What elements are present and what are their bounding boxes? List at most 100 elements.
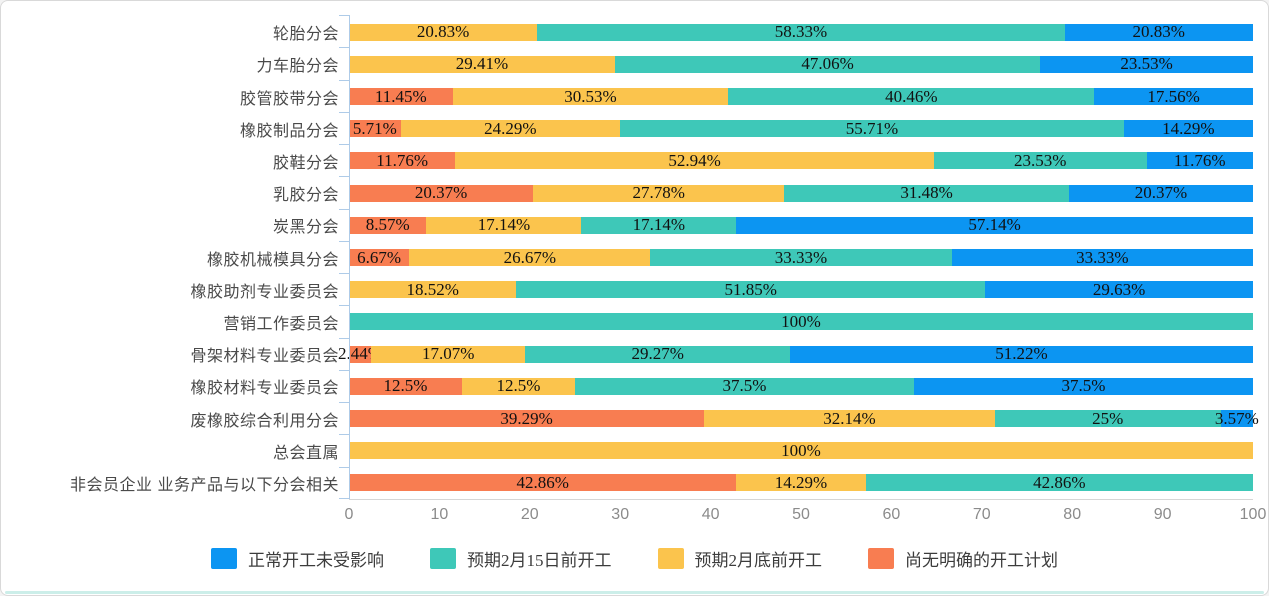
category-label: 骨架材料专业委员会 xyxy=(190,348,339,366)
bar-segment-label: 37.5% xyxy=(722,376,767,396)
bar-segment-label: 57.14% xyxy=(968,215,1021,235)
x-tick-label: 50 xyxy=(792,506,810,523)
bar-segment: 51.22% xyxy=(789,344,1253,364)
bar-track: 20.37% 27.78% 31.48% 20.37% xyxy=(349,183,1253,203)
bar-row: 胶鞋分会 11.76% 52.94% 23.53% 11.76% xyxy=(11,145,1253,177)
bar-segment: 6.67% xyxy=(349,248,410,267)
bar-segment: 24.29% xyxy=(400,119,621,138)
category-label: 炭黑分会 xyxy=(272,219,339,237)
x-tick-label: 80 xyxy=(1063,506,1082,523)
bar-segment-label: 33.33% xyxy=(774,247,828,267)
bar-row: 橡胶机械模具分会 6.67% 26.67% 33.33% 33.33% xyxy=(11,241,1253,273)
bar-track: 11.45% 30.53% 40.46% 17.56% xyxy=(349,86,1253,106)
bar-segment: 29.41% xyxy=(349,54,615,73)
category-label: 总会直属 xyxy=(272,444,339,462)
bar-segment-label: 14.29% xyxy=(1162,118,1215,138)
bar-segment-label: 3.57% xyxy=(1214,408,1259,428)
legend-item: 尚无明确的开工计划 xyxy=(868,546,1058,571)
bar-segment: 18.52% xyxy=(349,279,517,299)
bar-row: 橡胶制品分会 5.71% 24.29% 55.71% 14.29% xyxy=(11,113,1253,145)
category-label: 轮胎分会 xyxy=(272,26,339,44)
bar-segment-label: 27.78% xyxy=(632,183,685,203)
bar-segment: 39.29% xyxy=(349,408,705,428)
bar-segment-label: 14.29% xyxy=(774,472,828,492)
bar-segment-label: 17.07% xyxy=(421,344,475,364)
bar-segment-label: 23.53% xyxy=(1120,54,1173,74)
bar-track: 100% xyxy=(349,440,1253,460)
bar-row: 橡胶材料专业委员会 12.5% 12.5% 37.5% 37.5% xyxy=(11,370,1253,402)
bar-segment-label: 51.22% xyxy=(995,344,1048,364)
bar-segment: 100% xyxy=(349,440,1253,460)
bar-segment: 33.33% xyxy=(951,247,1253,267)
y-axis-tick xyxy=(339,240,349,242)
bar-segment-label: 51.85% xyxy=(724,279,777,299)
legend-item-label: 预期2月底前开工 xyxy=(694,550,823,570)
y-axis-tick xyxy=(339,47,349,49)
bar-segment-label: 25% xyxy=(1092,408,1124,428)
x-tick-label: 100 xyxy=(1239,506,1267,523)
bar-segment-label: 8.57% xyxy=(365,215,410,235)
bar-segment: 20.83% xyxy=(1064,22,1253,41)
bar-segment: 57.14% xyxy=(736,215,1253,235)
bar-track: 18.52% 51.85% 29.63% xyxy=(349,279,1253,299)
bar-segment-label: 29.27% xyxy=(631,344,684,364)
bar-segment-label: 42.86% xyxy=(1033,472,1086,492)
bar-segment: 11.76% xyxy=(1146,151,1253,170)
bar-segment: 17.56% xyxy=(1094,86,1253,106)
bar-segment-label: 17.56% xyxy=(1147,86,1200,106)
bar-segment: 27.78% xyxy=(533,183,785,203)
bar-segment-label: 33.33% xyxy=(1076,247,1129,267)
y-axis-tick xyxy=(339,15,349,16)
bar-segment: 20.37% xyxy=(1068,183,1253,202)
category-label: 橡胶机械模具分会 xyxy=(206,251,339,269)
bar-segment-label: 40.46% xyxy=(885,86,938,106)
legend: 正常开工未受影响 预期2月15日前开工 预期2月底前开工 尚无明确的开工计划 xyxy=(1,541,1268,575)
bar-row: 乳胶分会 20.37% 27.78% 31.48% 20.37% xyxy=(11,177,1253,209)
bar-segment-label: 26.67% xyxy=(503,247,557,267)
bar-segment: 52.94% xyxy=(455,151,934,170)
bar-row: 总会直属 100% xyxy=(11,435,1253,467)
bar-track: 42.86% 14.29% 42.86% xyxy=(349,472,1253,492)
bar-segment-label: 18.52% xyxy=(406,279,459,299)
bar-track: 12.5% 12.5% 37.5% 37.5% xyxy=(349,376,1253,396)
bar-segment: 40.46% xyxy=(728,86,1095,106)
bar-row: 非会员企业 业务产品与以下分会相关 42.86% 14.29% 42.86% xyxy=(11,467,1253,499)
category-label: 营销工作委员会 xyxy=(223,315,339,333)
bar-segment: 11.45% xyxy=(349,87,453,106)
bar-segment-label: 32.14% xyxy=(823,408,876,428)
bar-segment: 11.76% xyxy=(349,151,456,170)
y-axis-tick xyxy=(339,111,349,113)
bar-segment: 33.33% xyxy=(650,247,952,267)
bar-segment: 14.29% xyxy=(1123,118,1253,138)
bar-segment-label: 17.14% xyxy=(632,215,686,235)
legend-item: 预期2月底前开工 xyxy=(657,546,823,571)
bar-segment-label: 17.14% xyxy=(477,215,531,235)
bar-segment: 31.48% xyxy=(784,183,1069,202)
category-label: 橡胶材料专业委员会 xyxy=(190,380,339,398)
bar-segment-label: 100% xyxy=(781,440,821,460)
bar-track: 8.57% 17.14% 17.14% 57.14% xyxy=(349,215,1253,235)
bar-row: 轮胎分会 20.83% 58.33% 20.83% xyxy=(11,16,1253,48)
bar-segment-label: 39.29% xyxy=(500,408,553,428)
category-label: 胶鞋分会 xyxy=(272,154,339,172)
x-axis-line xyxy=(349,499,1253,500)
bar-segment-label: 47.06% xyxy=(801,54,854,74)
category-label: 废橡胶综合利用分会 xyxy=(190,412,339,430)
y-axis-tick xyxy=(339,369,349,371)
legend-item: 预期2月15日前开工 xyxy=(430,546,612,571)
bar-segment: 17.14% xyxy=(426,215,582,235)
x-tick-label: 30 xyxy=(611,506,630,523)
bar-segment-label: 42.86% xyxy=(516,472,569,492)
legend-swatch xyxy=(868,547,894,569)
x-tick-label: 90 xyxy=(1153,506,1172,523)
bar-segment: 42.86% xyxy=(865,472,1253,492)
y-axis-tick xyxy=(339,176,349,178)
bar-track: 5.71% 24.29% 55.71% 14.29% xyxy=(349,118,1253,138)
y-axis-tick xyxy=(339,434,349,436)
bar-row: 营销工作委员会 100% xyxy=(11,306,1253,338)
x-tick-label: 60 xyxy=(882,506,901,523)
y-axis-tick xyxy=(339,466,349,468)
y-axis-tick xyxy=(339,144,349,146)
bar-segment: 30.53% xyxy=(452,87,729,106)
bar-segment-label: 20.83% xyxy=(416,22,470,42)
